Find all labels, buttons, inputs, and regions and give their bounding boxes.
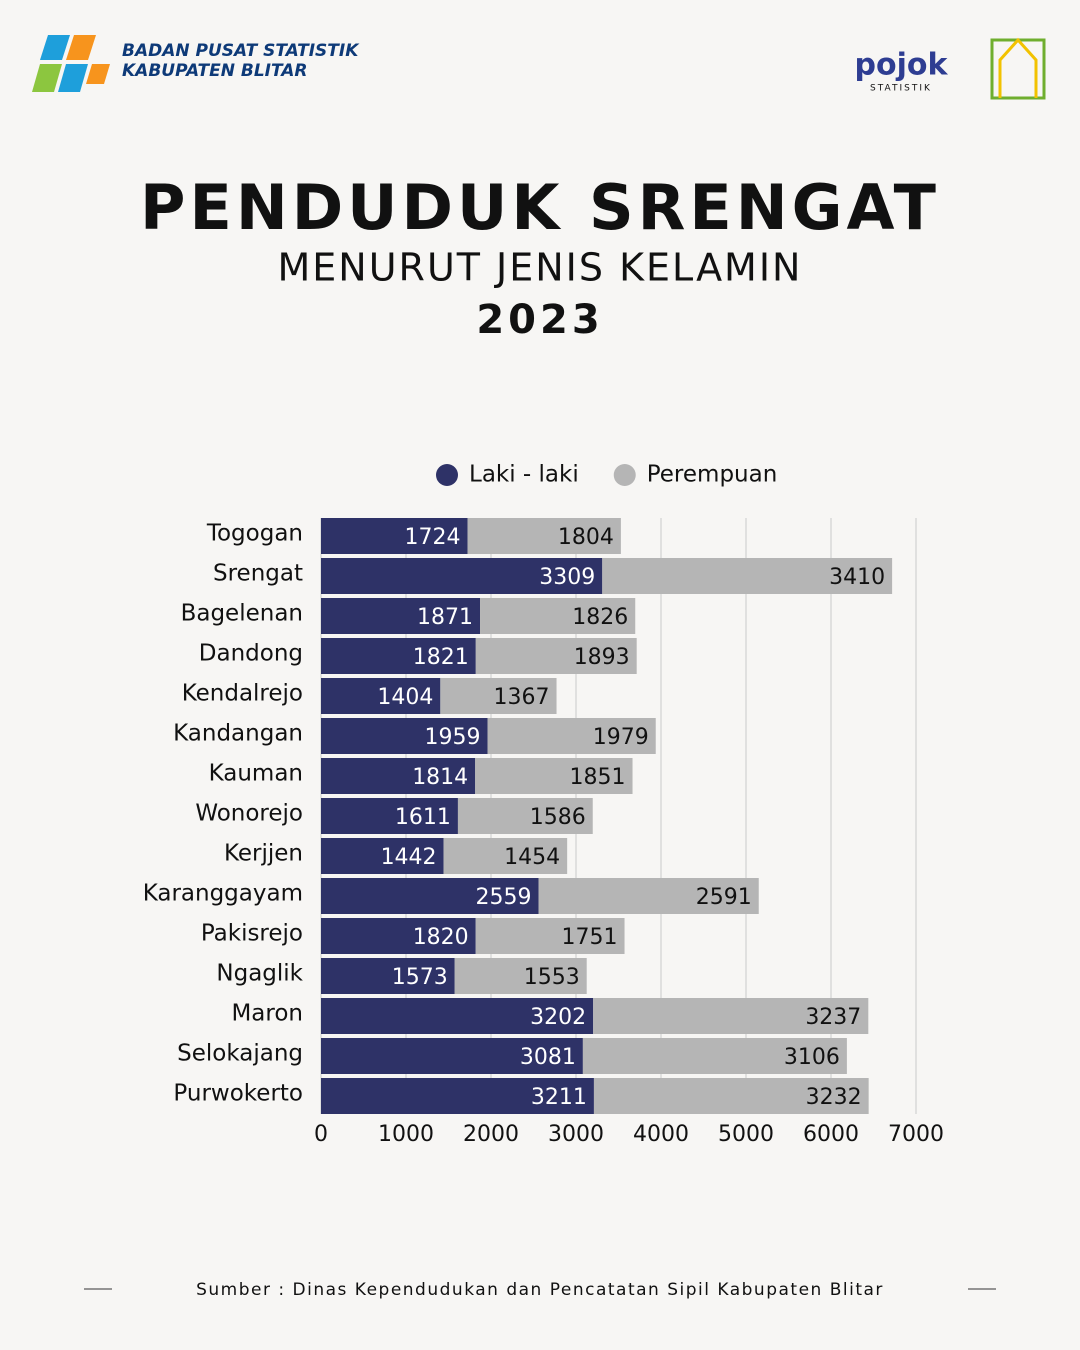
bar-segment bbox=[593, 998, 869, 1034]
value-label: 3309 bbox=[539, 565, 595, 590]
bps-logo bbox=[32, 35, 110, 92]
value-label: 1404 bbox=[377, 685, 433, 710]
category-label: Srengat bbox=[213, 561, 303, 587]
category-label: Bagelenan bbox=[181, 601, 303, 627]
category-label: Maron bbox=[231, 1001, 303, 1027]
value-label: 3232 bbox=[806, 1085, 862, 1110]
partner-logo: pojok bbox=[855, 48, 949, 83]
bar-segment bbox=[593, 1078, 869, 1114]
bar-segment bbox=[538, 878, 759, 914]
category-label: Wonorejo bbox=[195, 801, 303, 827]
value-label: 1979 bbox=[593, 725, 649, 750]
legend-label: Laki - laki bbox=[469, 462, 579, 488]
bar-segment bbox=[475, 918, 625, 954]
title: PENDUDUK SRENGAT bbox=[140, 171, 940, 244]
value-label: 1826 bbox=[572, 605, 628, 630]
value-label: 1442 bbox=[381, 845, 437, 870]
value-label: 3106 bbox=[784, 1045, 840, 1070]
bar-segment bbox=[454, 958, 587, 994]
bar-segment bbox=[321, 558, 603, 594]
value-label: 1586 bbox=[530, 805, 586, 830]
bar-segment bbox=[321, 638, 476, 674]
value-label: 3081 bbox=[520, 1045, 576, 1070]
bar-segment bbox=[480, 598, 636, 634]
value-label: 1751 bbox=[562, 925, 618, 950]
bar-segment bbox=[321, 1078, 594, 1114]
category-label: Dandong bbox=[199, 641, 303, 667]
bar-segment bbox=[321, 718, 488, 754]
partner-sub: STATISTIK bbox=[870, 84, 932, 94]
value-label: 1611 bbox=[395, 805, 451, 830]
bar-segment bbox=[321, 958, 455, 994]
org-name: KABUPATEN BLITAR bbox=[122, 61, 308, 81]
bar-segment bbox=[475, 638, 637, 674]
value-label: 2591 bbox=[696, 885, 752, 910]
category-label: Togogan bbox=[206, 521, 303, 547]
value-label: 1454 bbox=[504, 845, 560, 870]
category-label: Kandangan bbox=[173, 721, 303, 747]
value-label: 1804 bbox=[558, 525, 614, 550]
bar-segment bbox=[321, 998, 594, 1034]
bar-segment bbox=[602, 558, 893, 594]
category-label: Ngaglik bbox=[216, 961, 303, 987]
bar-segment bbox=[321, 1038, 583, 1074]
bar-segment bbox=[321, 518, 468, 554]
category-label: Purwokerto bbox=[173, 1081, 303, 1107]
bar-segment bbox=[321, 758, 476, 794]
bar-segment bbox=[487, 718, 656, 754]
bar-segment bbox=[457, 798, 593, 834]
org-name: BADAN PUSAT STATISTIK bbox=[122, 41, 360, 61]
value-label: 1893 bbox=[574, 645, 630, 670]
category-label: Kerjjen bbox=[224, 841, 303, 867]
bar-segment bbox=[321, 798, 458, 834]
x-tick-label: 6000 bbox=[803, 1122, 859, 1147]
unu-logo bbox=[990, 37, 1046, 100]
bar-segment bbox=[321, 918, 476, 954]
year: 2023 bbox=[476, 297, 603, 343]
bar-segment bbox=[440, 678, 557, 714]
value-label: 1814 bbox=[412, 765, 468, 790]
bar-segment bbox=[443, 838, 568, 874]
bar-segment bbox=[321, 878, 539, 914]
value-label: 1959 bbox=[425, 725, 481, 750]
legend-swatch bbox=[436, 464, 458, 486]
x-tick-label: 3000 bbox=[548, 1122, 604, 1147]
source: Sumber : Dinas Kependudukan dan Pencatat… bbox=[196, 1280, 884, 1300]
category-label: Kendalrejo bbox=[182, 681, 303, 707]
legend-swatch bbox=[613, 464, 636, 486]
value-label: 3202 bbox=[530, 1005, 586, 1030]
legend-label: Perempuan bbox=[647, 462, 778, 488]
category-label: Pakisrejo bbox=[201, 921, 303, 947]
value-label: 1871 bbox=[417, 605, 473, 630]
value-label: 1820 bbox=[413, 925, 469, 950]
x-tick-label: 7000 bbox=[888, 1122, 944, 1147]
subtitle: MENURUT JENIS KELAMIN bbox=[278, 246, 803, 290]
x-tick-label: 2000 bbox=[463, 1122, 519, 1147]
bar-segment bbox=[582, 1038, 847, 1074]
bar-segment bbox=[321, 838, 444, 874]
x-tick-label: 5000 bbox=[718, 1122, 774, 1147]
bar-segment bbox=[467, 518, 621, 554]
value-label: 3211 bbox=[531, 1085, 587, 1110]
bar-segment bbox=[321, 598, 481, 634]
bar-segment bbox=[321, 678, 441, 714]
value-label: 1851 bbox=[570, 765, 626, 790]
category-label: Kauman bbox=[209, 761, 303, 787]
bar-segment bbox=[475, 758, 633, 794]
value-label: 1367 bbox=[494, 685, 550, 710]
x-tick-label: 0 bbox=[314, 1122, 328, 1147]
x-tick-label: 1000 bbox=[378, 1122, 434, 1147]
x-tick-label: 4000 bbox=[633, 1122, 689, 1147]
value-label: 3237 bbox=[805, 1005, 861, 1030]
category-label: Karanggayam bbox=[143, 881, 303, 907]
value-label: 1573 bbox=[392, 965, 448, 990]
category-label: Selokajang bbox=[177, 1041, 303, 1067]
value-label: 1724 bbox=[405, 525, 461, 550]
value-label: 2559 bbox=[476, 885, 532, 910]
value-label: 3410 bbox=[829, 565, 885, 590]
value-label: 1553 bbox=[524, 965, 580, 990]
value-label: 1821 bbox=[413, 645, 469, 670]
